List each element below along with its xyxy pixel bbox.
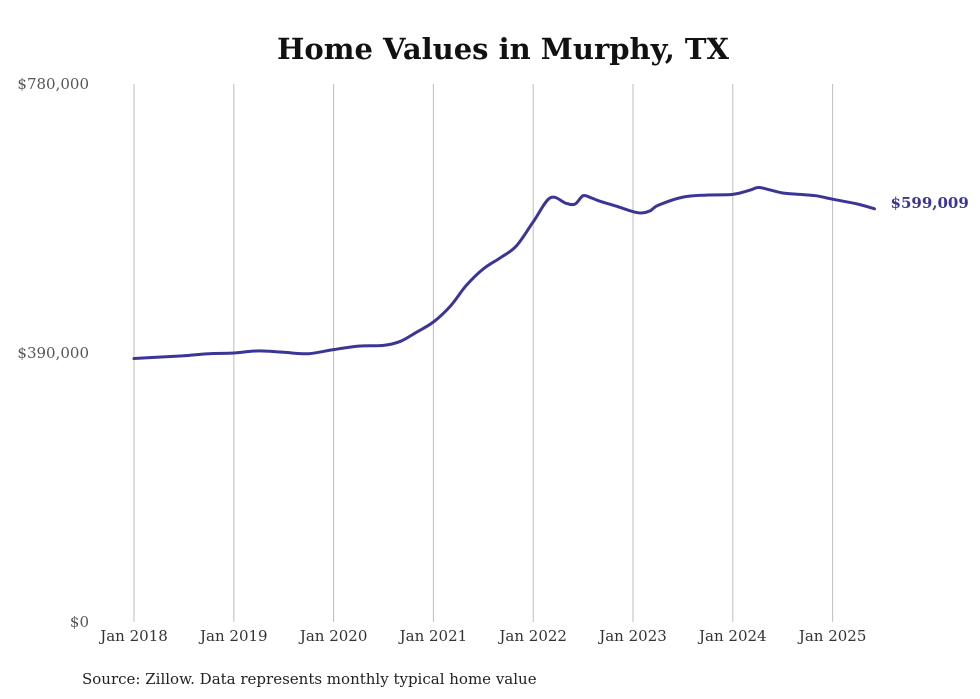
x-tick-label: Jan 2019 [198, 627, 268, 645]
gridlines [133, 84, 834, 622]
x-tick-label: Jan 2021 [398, 627, 468, 645]
x-tick-label: Jan 2022 [497, 627, 567, 645]
x-axis: Jan 2018 Jan 2019 Jan 2020 Jan 2021 Jan 2022… [98, 627, 866, 645]
chart-title: Home Values in Murphy, TX [277, 32, 729, 66]
x-tick-label: Jan 2024 [697, 627, 767, 645]
y-tick-label: $0 [70, 613, 89, 631]
series-line-0 [132, 185, 876, 360]
x-tick-label: Jan 2023 [597, 627, 667, 645]
y-tick-label: $780,000 [17, 75, 89, 93]
y-tick-label: $390,000 [17, 344, 89, 362]
y-axis: $0 $390,000 $780,000 [17, 75, 89, 631]
x-tick-label: Jan 2025 [797, 627, 867, 645]
x-tick-label: Jan 2020 [298, 627, 368, 645]
series-layer [132, 185, 876, 360]
x-tick-label: Jan 2018 [98, 627, 168, 645]
source-note: Source: Zillow. Data represents monthly … [82, 670, 537, 688]
end-value-label: $599,009 [891, 194, 969, 212]
